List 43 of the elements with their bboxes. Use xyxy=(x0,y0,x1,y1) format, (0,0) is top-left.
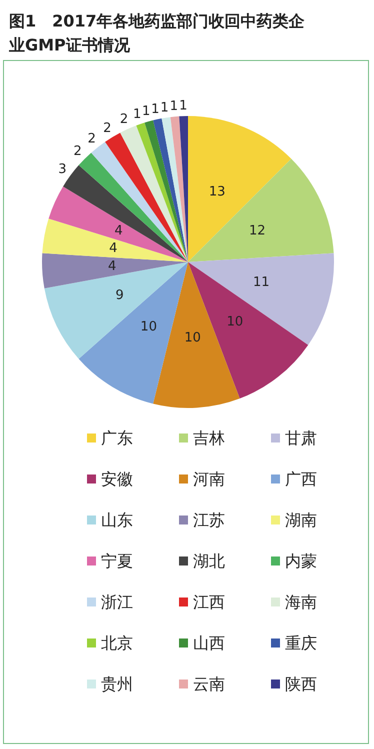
data-label: 2 xyxy=(74,144,82,160)
legend-label: 江西 xyxy=(193,592,225,612)
data-label: 13 xyxy=(208,184,226,200)
data-label: 1 xyxy=(179,98,188,114)
legend-label: 浙江 xyxy=(101,592,133,612)
data-label: 12 xyxy=(249,223,266,238)
legend-label: 吉林 xyxy=(193,428,225,448)
chart-title: 图1 2017年各地药监部门收回中药类企业GMP证书情况 xyxy=(8,12,306,54)
data-label: 1 xyxy=(142,104,150,120)
data-label: 3 xyxy=(58,162,66,178)
legend-label: 湖南 xyxy=(285,510,317,530)
legend-label: 广西 xyxy=(285,470,317,488)
data-label: 1 xyxy=(132,107,142,122)
data-label: 2 xyxy=(103,121,112,136)
data-label: 9 xyxy=(116,288,124,303)
legend-label: 安徽 xyxy=(101,470,133,488)
data-label: 11 xyxy=(252,274,270,290)
data-label: 4 xyxy=(114,223,123,238)
legend-label: 河南 xyxy=(193,470,225,488)
legend-label: 重庆 xyxy=(285,634,317,652)
data-label: 10 xyxy=(226,314,244,330)
legend-label: 广东 xyxy=(101,428,133,448)
legend-label: 陕西 xyxy=(285,674,317,694)
legend-label: 甘肃 xyxy=(285,428,317,448)
legend-label: 云南 xyxy=(193,674,225,694)
data-label: 2 xyxy=(88,132,96,147)
data-label: 4 xyxy=(108,259,116,274)
data-label: 1 xyxy=(151,102,160,117)
data-label: 1 xyxy=(160,100,169,116)
legend-label: 海南 xyxy=(285,592,317,612)
legend-label: 江苏 xyxy=(193,510,225,530)
data-label: 10 xyxy=(140,320,157,335)
legend-label: 山东 xyxy=(101,510,133,530)
legend-label: 宁夏 xyxy=(101,552,133,570)
legend-label: 湖北 xyxy=(193,552,225,570)
legend-label: 内蒙 xyxy=(285,552,317,570)
data-label: 4 xyxy=(109,240,118,256)
data-label: 10 xyxy=(184,330,201,346)
legend-label: 贵州 xyxy=(101,674,133,694)
data-label: 2 xyxy=(120,112,128,128)
legend-label: 山西 xyxy=(193,634,225,652)
data-label: 1 xyxy=(170,99,178,114)
legend-label: 北京 xyxy=(101,634,133,652)
